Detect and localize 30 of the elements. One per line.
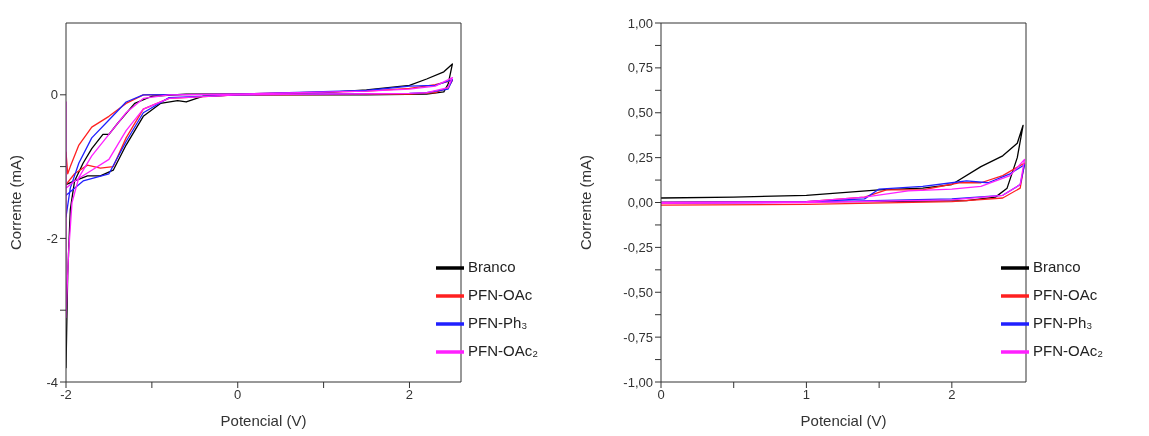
legend-label: PFN-OAc — [1033, 285, 1098, 303]
x-tick-label: 0 — [657, 387, 665, 403]
x-tick-label: -2 — [60, 387, 72, 403]
x-axis-title: Potencial (V) — [800, 412, 887, 429]
y-tick-label: -0,25 — [623, 239, 653, 255]
y-tick-label: 0,50 — [627, 105, 653, 121]
x-tick-label: 2 — [405, 387, 414, 403]
x-tick-label: 0 — [234, 387, 242, 403]
x-tick-label: 1 — [802, 387, 811, 403]
legend-label: PFN-OAc — [468, 285, 533, 303]
legend-label: PFN-OAc₂ — [1033, 341, 1103, 359]
y-tick-label: -4 — [46, 374, 58, 390]
y-tick-label: -0,50 — [623, 284, 653, 300]
x-tick-label: 2 — [948, 387, 956, 403]
y-tick-label: 0 — [50, 87, 58, 103]
y-tick-label: 0,75 — [627, 60, 653, 76]
y-axis-title: Corrente (mA) — [7, 154, 25, 251]
legend-label: PFN-Ph₃ — [1033, 313, 1093, 331]
legend-label: PFN-Ph₃ — [468, 313, 528, 331]
y-tick-label: 1,00 — [627, 15, 653, 31]
legend-label: Branco — [468, 257, 516, 275]
y-axis-title: Corrente (mA) — [577, 154, 595, 251]
y-tick-label: 0,00 — [627, 195, 653, 211]
y-tick-label: -2 — [46, 231, 58, 247]
legend-label: Branco — [1033, 257, 1081, 275]
y-tick-label: -0,75 — [623, 329, 653, 345]
y-tick-label: 0,25 — [627, 150, 653, 166]
y-tick-label: -1,00 — [623, 374, 653, 390]
x-axis-title: Potencial (V) — [220, 412, 307, 429]
legend-label: PFN-OAc₂ — [468, 341, 538, 359]
